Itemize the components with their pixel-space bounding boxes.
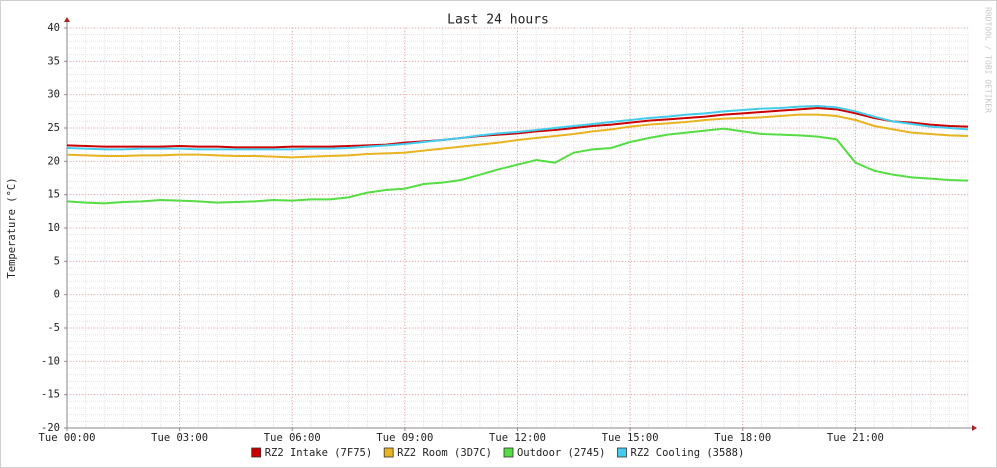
- y-tick-label: 15: [47, 189, 60, 201]
- series-line: [66, 104, 969, 151]
- axis-arrow: [972, 425, 977, 431]
- x-tick-label: Tue 09:00: [376, 432, 433, 444]
- legend-swatch: [383, 447, 394, 458]
- series-line: [66, 106, 969, 149]
- watermark: RRDTOOL / TOBI OETIKER: [984, 7, 993, 113]
- y-axis-label: Temperature (°C): [6, 177, 18, 278]
- x-tick-label: Tue 03:00: [151, 432, 208, 444]
- legend-swatch: [617, 447, 627, 458]
- y-tick-label: 40: [47, 22, 60, 34]
- x-tick-label: Tue 06:00: [264, 432, 321, 444]
- series-line: [66, 127, 969, 205]
- y-tick-label: 25: [47, 122, 60, 134]
- x-tick-label: Tue 00:00: [39, 432, 96, 444]
- legend-swatch: [503, 447, 514, 458]
- y-tick-label: -15: [41, 389, 60, 401]
- y-tick-label: 5: [54, 255, 60, 267]
- series-line: [66, 113, 969, 159]
- legend-label: RZ2 Room (3D7C): [397, 447, 492, 459]
- y-tick-label: -10: [41, 355, 60, 367]
- y-tick-label: -5: [47, 322, 60, 334]
- legend-label: Outdoor (2745): [517, 447, 606, 459]
- x-tick-label: Tue 12:00: [489, 432, 546, 444]
- x-tick-label: Tue 18:00: [714, 432, 771, 444]
- x-tick-label: Tue 21:00: [827, 432, 884, 444]
- legend-label: RZ2 Cooling (3588): [631, 447, 745, 459]
- legend-swatch: [251, 447, 262, 458]
- y-tick-label: 10: [47, 222, 60, 234]
- y-tick-label: 0: [54, 289, 60, 301]
- chart-title: Last 24 hours: [447, 13, 549, 28]
- y-tick-label: 30: [47, 89, 60, 101]
- y-tick-label: 35: [47, 55, 60, 67]
- legend-label: RZ2 Intake (7F75): [265, 447, 372, 459]
- x-tick-label: Tue 15:00: [602, 432, 659, 444]
- y-tick-label: -20: [41, 422, 60, 434]
- y-tick-label: 20: [47, 155, 60, 167]
- axis-arrow: [64, 17, 70, 22]
